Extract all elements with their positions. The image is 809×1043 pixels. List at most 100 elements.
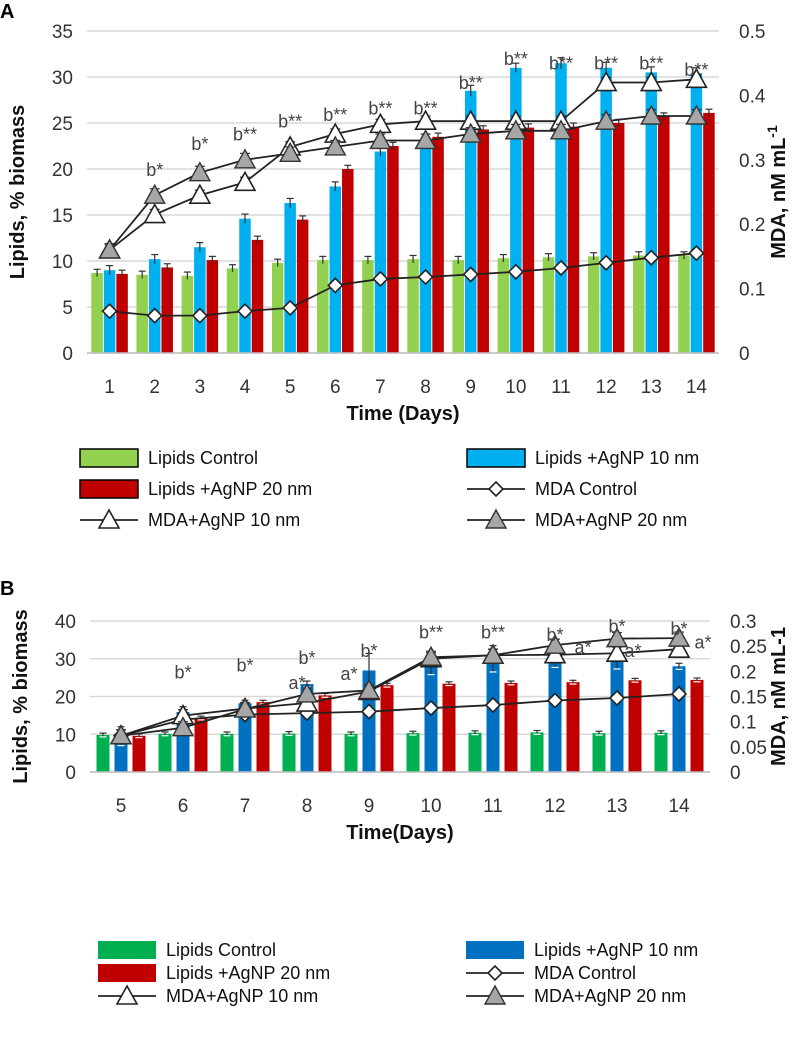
bar-lipids-agnp-20-nm (206, 260, 219, 353)
x-tick-label: 3 (195, 377, 206, 398)
y-tick-label: 10 (52, 252, 73, 273)
legend-label: Lipids +AgNP 20 nm (148, 479, 312, 499)
point-mda-control (417, 268, 434, 286)
significance-label: b** (414, 99, 438, 119)
bar-lipids-agnp-10-nm (419, 139, 432, 353)
point-mda-control (146, 307, 163, 324)
legend-key-lipids-agnp-20-nm (79, 479, 139, 499)
significance-label: b* (546, 625, 563, 645)
significance-label: b** (459, 73, 483, 93)
point-mda-agnp-20-nm (685, 104, 708, 125)
point-mda-agnp-20-nm (233, 148, 257, 169)
significance-label: b** (368, 99, 392, 119)
y2-tick-label: 0.15 (730, 688, 767, 709)
point-mda-agnp-10-nm (594, 70, 618, 92)
point-mda-agnp-20-nm (543, 633, 567, 654)
significance-label: b** (233, 124, 257, 144)
legend-label: MDA+AgNP 10 nm (166, 986, 318, 1006)
bar-lipids-agnp-10-nm (464, 90, 477, 354)
y-tick-label: 5 (62, 298, 73, 319)
bar-lipids-control (468, 732, 482, 772)
bar-lipids-agnp-20-nm (161, 267, 173, 353)
point-mda-control (101, 303, 118, 320)
bar-lipids-agnp-20-nm (251, 239, 264, 353)
point-mda-control (643, 249, 660, 266)
x-tick-label: 6 (330, 377, 341, 398)
legend-label: Lipids Control (148, 448, 258, 468)
bar-lipids-agnp-20-nm (703, 112, 715, 353)
significance-label: b* (360, 641, 377, 661)
point-mda-control (608, 689, 626, 707)
y2-tick-label: 0.25 (730, 637, 767, 658)
bar-lipids-agnp-20-nm (477, 129, 489, 353)
point-mda-agnp-20-nm (605, 627, 629, 648)
legend-key-lipids-agnp-10-nm (466, 448, 526, 468)
bar-lipids-agnp-10-nm (238, 703, 252, 772)
point-mda-agnp-20-nm (357, 679, 381, 700)
legend-label: Lipids +AgNP 10 nm (535, 448, 699, 468)
point-mda-control (670, 685, 688, 703)
bar-lipids-agnp-20-nm (296, 219, 309, 353)
x-tick-label: 6 (178, 796, 189, 817)
legend-key-mda-agnp-20-nm (467, 508, 525, 529)
x-tick-label: 14 (686, 377, 708, 398)
y2-tick-label: 0.1 (730, 713, 756, 734)
point-mda-agnp-20-nm (504, 119, 528, 140)
bar-lipids-agnp-20-nm (256, 702, 270, 772)
point-mda-control (598, 254, 615, 271)
bar-lipids-control (91, 272, 103, 353)
legend-key-mda-agnp-10-nm (80, 508, 138, 529)
y2-tick-label: 0.2 (730, 662, 756, 683)
bar-lipids-control (406, 733, 420, 772)
y2-axis-title-superscript: -1 (764, 125, 780, 138)
point-mda-agnp-20-nm (369, 129, 392, 150)
bar-lipids-control (158, 733, 172, 772)
point-mda-control (372, 270, 389, 288)
panel-b-legend: Lipids Control Lipids +AgNP 10 nm Lipids +… (98, 940, 698, 1006)
bar-lipids-agnp-20-nm (566, 682, 580, 772)
point-mda-control (327, 277, 344, 294)
bar-lipids-agnp-20-nm (380, 685, 394, 772)
significance-label: b** (594, 54, 618, 74)
legend-label: Lipids +AgNP 10 nm (534, 940, 698, 960)
bar-lipids-agnp-20-nm (504, 682, 518, 772)
point-mda-agnp-20-nm (549, 119, 573, 140)
significance-label: a* (340, 664, 357, 684)
y2-tick-label: 0.2 (739, 215, 765, 236)
bar-lipids-agnp-10-nm (486, 658, 500, 772)
x-tick-label: 5 (116, 796, 127, 817)
significance-label: a* (574, 638, 591, 658)
point-mda-agnp-20-nm (414, 129, 437, 150)
significance-label: a* (694, 633, 711, 653)
series-line-mda-agnp-10-nm (120, 648, 680, 737)
bar-lipids-control (181, 275, 194, 353)
bar-lipids-agnp-10-nm (555, 63, 567, 353)
bar-lipids-agnp-20-nm (567, 126, 580, 354)
bar-lipids-agnp-10-nm (194, 247, 206, 353)
legend-swatch (79, 448, 139, 468)
point-mda-agnp-20-nm (109, 724, 133, 745)
point-mda-agnp-20-nm (324, 135, 347, 156)
significance-label: b** (549, 54, 573, 74)
bar-lipids-control (220, 733, 234, 772)
point-mda-control (484, 696, 502, 714)
x-tick-label: 10 (505, 377, 526, 398)
bar-lipids-agnp-20-nm (194, 718, 208, 772)
x-tick-label: 7 (375, 377, 386, 398)
bar-lipids-agnp-10-nm (645, 72, 658, 354)
point-mda-agnp-10-nm (605, 641, 629, 663)
point-mda-agnp-20-nm (640, 104, 663, 125)
point-mda-agnp-10-nm (188, 183, 212, 205)
significance-label: b* (174, 662, 191, 682)
significance-label: b* (191, 134, 208, 154)
legend-swatch (98, 964, 156, 982)
legend-label: MDA+AgNP 20 nm (535, 510, 687, 530)
point-mda-control (462, 266, 479, 283)
point-mda-control (236, 303, 254, 320)
point-mda-control (422, 699, 440, 717)
bar-lipids-control (497, 258, 510, 353)
y-tick-label: 35 (52, 22, 73, 43)
point-mda-agnp-10-nm (233, 170, 257, 192)
x-tick-label: 2 (149, 377, 160, 398)
legend-marker (115, 984, 139, 1005)
